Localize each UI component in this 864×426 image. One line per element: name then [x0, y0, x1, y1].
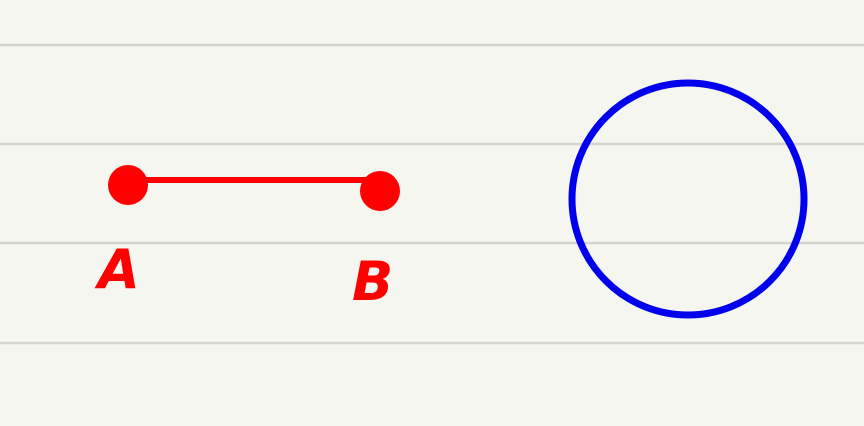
point-a-label: A [94, 238, 140, 301]
point-b-dot [360, 171, 400, 211]
line-segment-ab: A B [94, 165, 400, 313]
point-b-label: B [352, 250, 393, 313]
blue-circle [568, 79, 808, 319]
point-a-dot [108, 165, 148, 205]
